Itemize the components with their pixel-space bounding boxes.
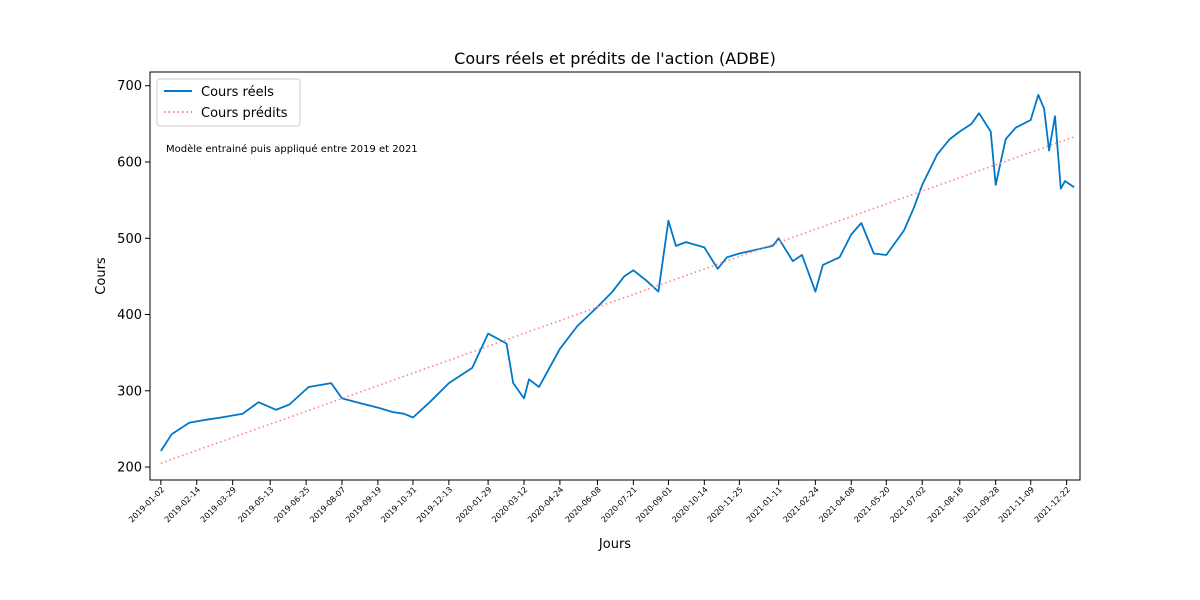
y-axis: 200 300 400 500 600 700 [117,79,150,476]
chart-title: Cours réels et prédits de l'action (ADBE… [454,49,776,68]
x-tick-label: 2021-09-28 [962,485,1001,524]
x-axis: 2019-01-022019-02-142019-03-292019-05-13… [127,480,1072,524]
series-line-cours-reels [160,94,1075,452]
series-line-cours-predits [160,136,1075,464]
y-tick-label: 400 [117,308,142,323]
x-tick-label: 2019-06-25 [272,485,311,524]
x-tick-label: 2021-11-09 [997,485,1036,524]
x-tick-label: 2021-01-11 [745,485,784,524]
x-tick-label: 2020-09-01 [635,485,674,524]
y-tick-label: 700 [117,79,142,94]
plot-area-frame [149,71,1081,481]
x-tick-label: 2021-07-02 [888,485,927,524]
x-tick-label: 2020-06-08 [564,485,603,524]
x-tick-label: 2021-02-24 [782,485,821,524]
x-tick-label: 2020-01-29 [454,485,493,524]
y-axis-title: Cours [94,257,109,295]
x-tick-label: 2019-08-07 [308,485,347,524]
x-tick-label: 2020-04-24 [526,485,565,524]
x-tick-label: 2021-04-08 [817,485,856,524]
x-tick-label: 2019-02-14 [163,485,202,524]
x-tick-label: 2019-01-02 [127,485,166,524]
legend: Cours réels Cours prédits [156,78,301,127]
legend-label-cours-predits: Cours prédits [201,106,288,121]
x-tick-label: 2019-12-13 [415,485,454,524]
x-tick-label: 2019-09-19 [344,485,383,524]
legend-box [156,78,301,127]
x-tick-label: 2021-08-16 [926,485,965,524]
x-tick-label: 2019-03-29 [199,485,238,524]
y-tick-label: 600 [117,155,142,170]
x-tick-label: 2020-07-21 [600,485,639,524]
x-tick-label: 2020-11-25 [706,485,745,524]
legend-label-cours-reels: Cours réels [201,85,274,100]
x-tick-label: 2019-05-13 [236,485,275,524]
x-axis-title: Jours [598,537,631,552]
y-tick-label: 500 [117,232,142,247]
x-tick-label: 2020-03-12 [490,485,529,524]
x-tick-label: 2021-05-20 [852,485,891,524]
y-tick-label: 200 [117,461,142,476]
x-tick-label: 2021-12-22 [1033,485,1072,524]
x-tick-label: 2019-10-31 [379,485,418,524]
y-tick-label: 300 [117,384,142,399]
series-layer [160,94,1075,464]
x-tick-label: 2020-10-14 [670,485,709,524]
model-annotation: Modèle entrainé puis appliqué entre 2019… [166,143,418,155]
